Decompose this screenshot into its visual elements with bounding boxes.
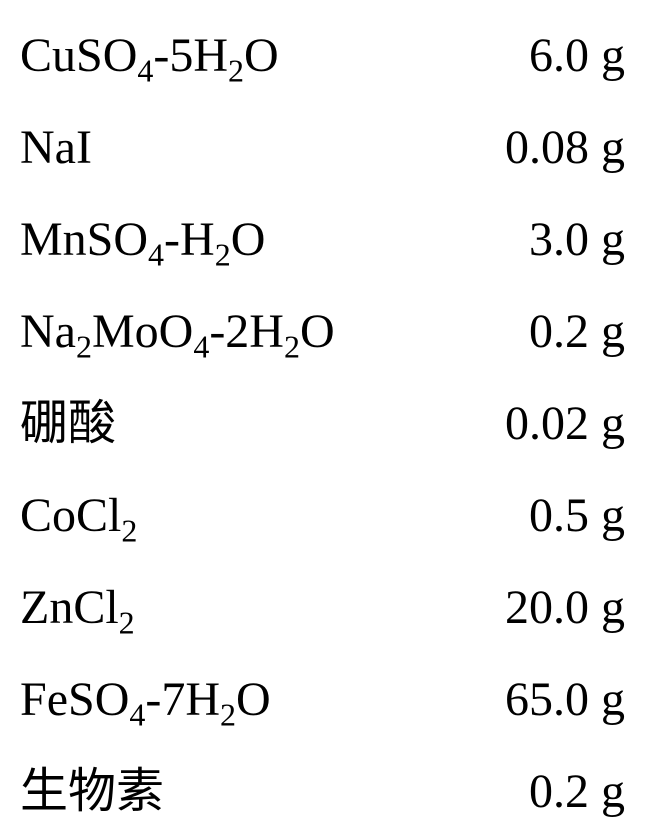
- table-row: MnSO4-H2O 3.0 g: [20, 194, 625, 286]
- compound-amount: 65.0 g: [425, 654, 625, 746]
- table-row: CuSO4-5H2O 6.0 g: [20, 10, 625, 102]
- table-row: CoCl2 0.5 g: [20, 470, 625, 562]
- compound-amount: 0.5 g: [425, 470, 625, 562]
- compound-amount: 20.0 g: [425, 562, 625, 654]
- compound-amount: 0.08 g: [425, 102, 625, 194]
- compound-amount: 0.02 g: [425, 378, 625, 470]
- compound-formula: NaI: [20, 102, 92, 194]
- table-row: ZnCl2 20.0 g: [20, 562, 625, 654]
- compound-formula: CuSO4-5H2O: [20, 10, 279, 102]
- compound-amount: 3.0 g: [425, 194, 625, 286]
- table-row: FeSO4-7H2O 65.0 g: [20, 654, 625, 746]
- compound-formula: MnSO4-H2O: [20, 194, 265, 286]
- compound-formula: CoCl2: [20, 470, 137, 562]
- table-row: 生物素 0.2 g: [20, 746, 625, 838]
- compound-formula: Na2MoO4-2H2O: [20, 286, 335, 378]
- compound-amount: 0.2 g: [425, 286, 625, 378]
- compound-formula: FeSO4-7H2O: [20, 654, 271, 746]
- table-row: NaI 0.08 g: [20, 102, 625, 194]
- table-row: 硼酸 0.02 g: [20, 378, 625, 470]
- compound-formula: ZnCl2: [20, 562, 135, 654]
- compound-formula: 硼酸: [20, 378, 116, 470]
- table-row: Na2MoO4-2H2O 0.2 g: [20, 286, 625, 378]
- compound-amount: 0.2 g: [425, 746, 625, 838]
- compound-amount: 6.0 g: [425, 10, 625, 102]
- ingredient-table: CuSO4-5H2O 6.0 g NaI 0.08 g MnSO4-H2O 3.…: [0, 0, 665, 840]
- compound-formula: 生物素: [20, 746, 164, 838]
